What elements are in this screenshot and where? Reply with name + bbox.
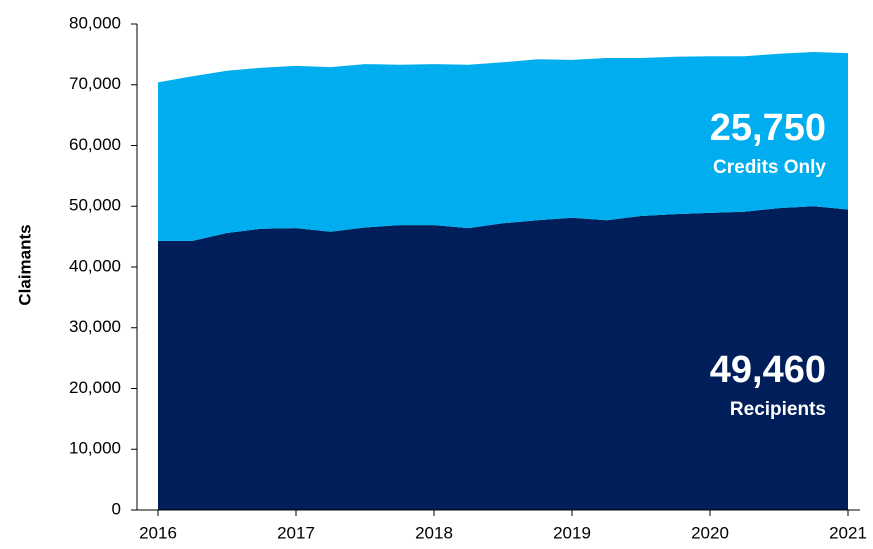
y-tick-label: 50,000 [69,196,121,215]
y-tick-label: 80,000 [69,13,121,32]
annotation-label: Recipients [730,399,826,420]
y-tick-label: 60,000 [69,135,121,154]
x-tick-label: 2016 [139,523,177,542]
annotation-value: 25,750 [710,107,826,149]
y-tick-label: 20,000 [69,378,121,397]
y-tick-label: 0 [112,499,121,518]
x-tick-label: 2020 [691,523,729,542]
y-tick-label: 40,000 [69,256,121,275]
x-tick-label: 2019 [553,523,591,542]
x-tick-label: 2018 [415,523,453,542]
y-tick-label: 10,000 [69,439,121,458]
x-tick-label: 2021 [829,523,867,542]
annotation-value: 49,460 [710,349,826,391]
x-tick-label: 2017 [277,523,315,542]
y-axis-label: Claimants [15,224,34,305]
area [158,51,848,241]
area [158,206,848,510]
annotation-label: Credits Only [713,157,826,178]
y-tick-label: 30,000 [69,317,121,336]
y-tick-label: 70,000 [69,74,121,93]
